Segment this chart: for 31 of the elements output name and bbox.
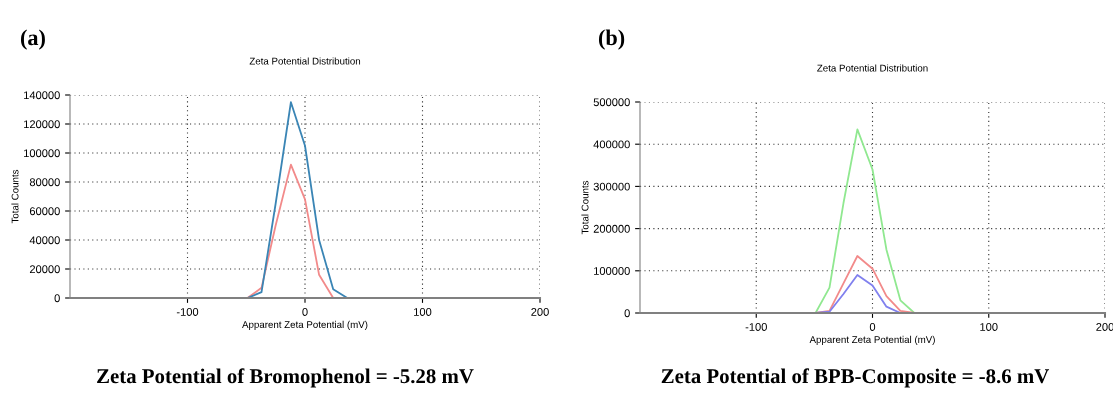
x-tick-label: 100 <box>980 323 998 331</box>
text: Zeta Potential of BPB-Composite = -8.6 mV <box>661 368 1050 388</box>
y-tick-label: 400000 <box>593 140 630 149</box>
y-tick-label: 120000 <box>24 120 60 129</box>
x-axis-title: Apparent Zeta Potential (mV) <box>809 335 935 345</box>
text: Zeta Potential of Bromophenol = -5.28 mV <box>97 368 474 388</box>
y-tick-label: 0 <box>54 294 60 303</box>
text: (a) <box>20 29 45 50</box>
y-tick-label: 200000 <box>593 224 630 233</box>
y-tick-label: 60000 <box>29 207 60 216</box>
y-tick-label: 300000 <box>593 182 630 191</box>
y-tick-label: 20000 <box>29 265 60 274</box>
x-axis-title: Apparent Zeta Potential (mV) <box>242 320 368 330</box>
y-tick-label: 140000 <box>24 91 60 100</box>
x-tick-label: 200 <box>531 308 549 316</box>
x-tick-label: -100 <box>176 308 199 316</box>
x-tick-label: 0 <box>869 323 876 331</box>
chart-title: Zeta Potential Distribution <box>249 57 361 65</box>
y-tick-label: 100000 <box>24 149 60 158</box>
x-tick-label: 200 <box>1096 323 1113 331</box>
y-tick-label: 500000 <box>593 98 630 107</box>
text: (b) <box>598 29 625 50</box>
y-axis-title: Total Counts <box>581 180 589 235</box>
x-tick-label: 100 <box>414 308 432 316</box>
y-tick-label: 40000 <box>29 236 60 245</box>
x-tick-label: 0 <box>302 308 308 316</box>
chart-title: Zeta Potential Distribution <box>817 64 928 72</box>
x-tick-label: -100 <box>745 323 767 331</box>
y-tick-label: 80000 <box>29 178 60 187</box>
y-tick-label: 100000 <box>594 267 630 275</box>
y-axis-title: Total Counts <box>11 169 19 224</box>
